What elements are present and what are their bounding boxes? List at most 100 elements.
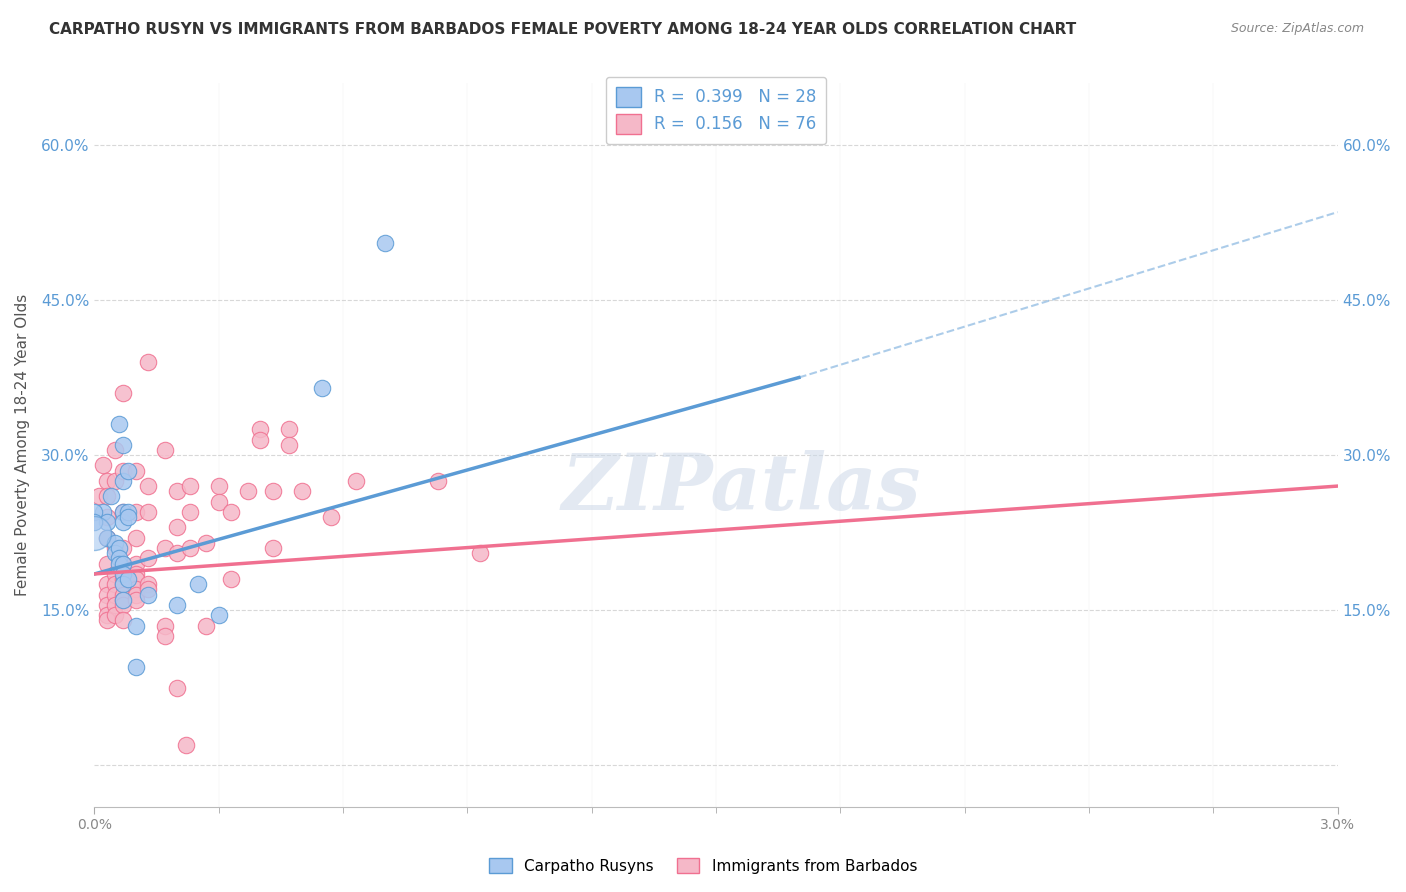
Point — [104, 541, 127, 555]
Text: ZIPatlas: ZIPatlas — [561, 450, 921, 526]
Point — [104, 536, 127, 550]
Point — [96, 577, 118, 591]
Point — [344, 474, 367, 488]
Point — [174, 738, 197, 752]
Point — [108, 551, 131, 566]
Point — [117, 505, 139, 519]
Point — [96, 474, 118, 488]
Point — [112, 386, 135, 401]
Point — [96, 531, 118, 545]
Point — [427, 474, 450, 488]
Point — [87, 490, 110, 504]
Point — [125, 582, 148, 597]
Point — [166, 681, 188, 695]
Point — [153, 541, 176, 555]
Point — [91, 458, 114, 473]
Point — [112, 592, 135, 607]
Point — [108, 417, 131, 431]
Point — [96, 510, 118, 524]
Point — [219, 572, 242, 586]
Point — [262, 484, 284, 499]
Point — [112, 557, 135, 571]
Point — [83, 525, 105, 540]
Point — [208, 608, 231, 623]
Text: Source: ZipAtlas.com: Source: ZipAtlas.com — [1230, 22, 1364, 36]
Point — [374, 236, 396, 251]
Point — [187, 577, 209, 591]
Point — [96, 515, 118, 529]
Point — [112, 557, 135, 571]
Point — [125, 505, 148, 519]
Point — [219, 505, 242, 519]
Point — [125, 660, 148, 674]
Point — [125, 572, 148, 586]
Point — [138, 551, 160, 566]
Point — [291, 484, 314, 499]
Point — [96, 557, 118, 571]
Point — [138, 588, 160, 602]
Point — [96, 598, 118, 612]
Point — [112, 592, 135, 607]
Point — [104, 546, 127, 560]
Point — [311, 381, 333, 395]
Point — [125, 464, 148, 478]
Point — [208, 494, 231, 508]
Point — [112, 588, 135, 602]
Point — [112, 566, 135, 581]
Point — [138, 355, 160, 369]
Y-axis label: Female Poverty Among 18-24 Year Olds: Female Poverty Among 18-24 Year Olds — [15, 293, 30, 596]
Point — [112, 577, 135, 591]
Point — [96, 608, 118, 623]
Point — [208, 479, 231, 493]
Point — [104, 474, 127, 488]
Point — [125, 588, 148, 602]
Point — [179, 479, 201, 493]
Point — [278, 438, 301, 452]
Point — [104, 566, 127, 581]
Point — [195, 618, 218, 632]
Point — [117, 464, 139, 478]
Point — [125, 592, 148, 607]
Point — [96, 531, 118, 545]
Point — [112, 438, 135, 452]
Point — [249, 422, 271, 436]
Point — [104, 598, 127, 612]
Point — [236, 484, 259, 499]
Point — [112, 464, 135, 478]
Point — [179, 541, 201, 555]
Point — [138, 577, 160, 591]
Point — [112, 474, 135, 488]
Point — [262, 541, 284, 555]
Legend: Carpatho Rusyns, Immigrants from Barbados: Carpatho Rusyns, Immigrants from Barbado… — [482, 852, 924, 880]
Point — [179, 505, 201, 519]
Point — [112, 541, 135, 555]
Point — [138, 505, 160, 519]
Point — [166, 484, 188, 499]
Point — [112, 515, 135, 529]
Point — [112, 572, 135, 586]
Point — [112, 577, 135, 591]
Point — [153, 442, 176, 457]
Point — [125, 618, 148, 632]
Point — [104, 588, 127, 602]
Point — [138, 582, 160, 597]
Point — [83, 515, 105, 529]
Point — [125, 557, 148, 571]
Point — [100, 490, 122, 504]
Point — [96, 490, 118, 504]
Point — [112, 505, 135, 519]
Point — [166, 598, 188, 612]
Point — [104, 442, 127, 457]
Point — [112, 505, 135, 519]
Point — [166, 546, 188, 560]
Point — [125, 531, 148, 545]
Point — [468, 546, 491, 560]
Point — [83, 505, 105, 519]
Point — [166, 520, 188, 534]
Point — [117, 572, 139, 586]
Point — [153, 618, 176, 632]
Text: CARPATHO RUSYN VS IMMIGRANTS FROM BARBADOS FEMALE POVERTY AMONG 18-24 YEAR OLDS : CARPATHO RUSYN VS IMMIGRANTS FROM BARBAD… — [49, 22, 1077, 37]
Point — [138, 479, 160, 493]
Point — [96, 588, 118, 602]
Point — [117, 510, 139, 524]
